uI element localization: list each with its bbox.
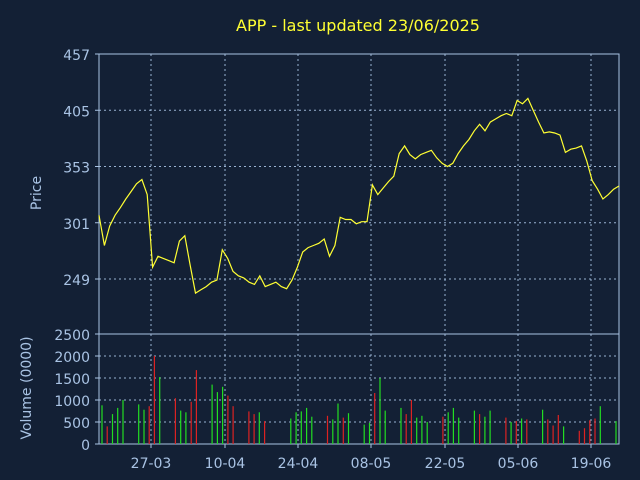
x-tick-label: 08-05 bbox=[351, 456, 392, 472]
price-tick-label: 405 bbox=[63, 104, 90, 120]
price-tick-label: 301 bbox=[63, 217, 90, 233]
volume-tick-label: 500 bbox=[63, 416, 90, 432]
price-tick-label: 249 bbox=[63, 273, 90, 289]
x-tick-label: 05-06 bbox=[498, 456, 539, 472]
volume-tick-label: 2000 bbox=[54, 350, 90, 366]
x-tick-label: 10-04 bbox=[205, 456, 246, 472]
volume-plot-frame bbox=[98, 333, 620, 445]
price-axis-label: Price bbox=[29, 176, 45, 210]
chart-title: APP - last updated 23/06/2025 bbox=[236, 16, 480, 35]
price-plot-frame bbox=[98, 53, 620, 335]
volume-axis-label: Volume (0000) bbox=[19, 336, 35, 439]
price-panel: 249 301 353 405 457 bbox=[63, 48, 620, 335]
x-tick-label: 24-04 bbox=[278, 456, 319, 472]
x-tick-labels: 27-03 10-04 24-04 08-05 22-05 05-06 19-06 bbox=[131, 444, 612, 472]
x-tick-label: 27-03 bbox=[131, 456, 172, 472]
volume-tick-label: 1000 bbox=[54, 394, 90, 410]
volume-tick-label: 1500 bbox=[54, 372, 90, 388]
price-tick-label: 457 bbox=[63, 48, 90, 64]
price-tick-label: 353 bbox=[63, 161, 90, 177]
volume-tick-label: 0 bbox=[81, 438, 90, 454]
volume-panel: 0 500 1000 1500 2000 2500 bbox=[54, 328, 620, 454]
x-tick-label: 22-05 bbox=[425, 456, 466, 472]
x-tick-label: 19-06 bbox=[571, 456, 612, 472]
volume-tick-label: 2500 bbox=[54, 328, 90, 344]
price-series-line bbox=[98, 97, 620, 295]
